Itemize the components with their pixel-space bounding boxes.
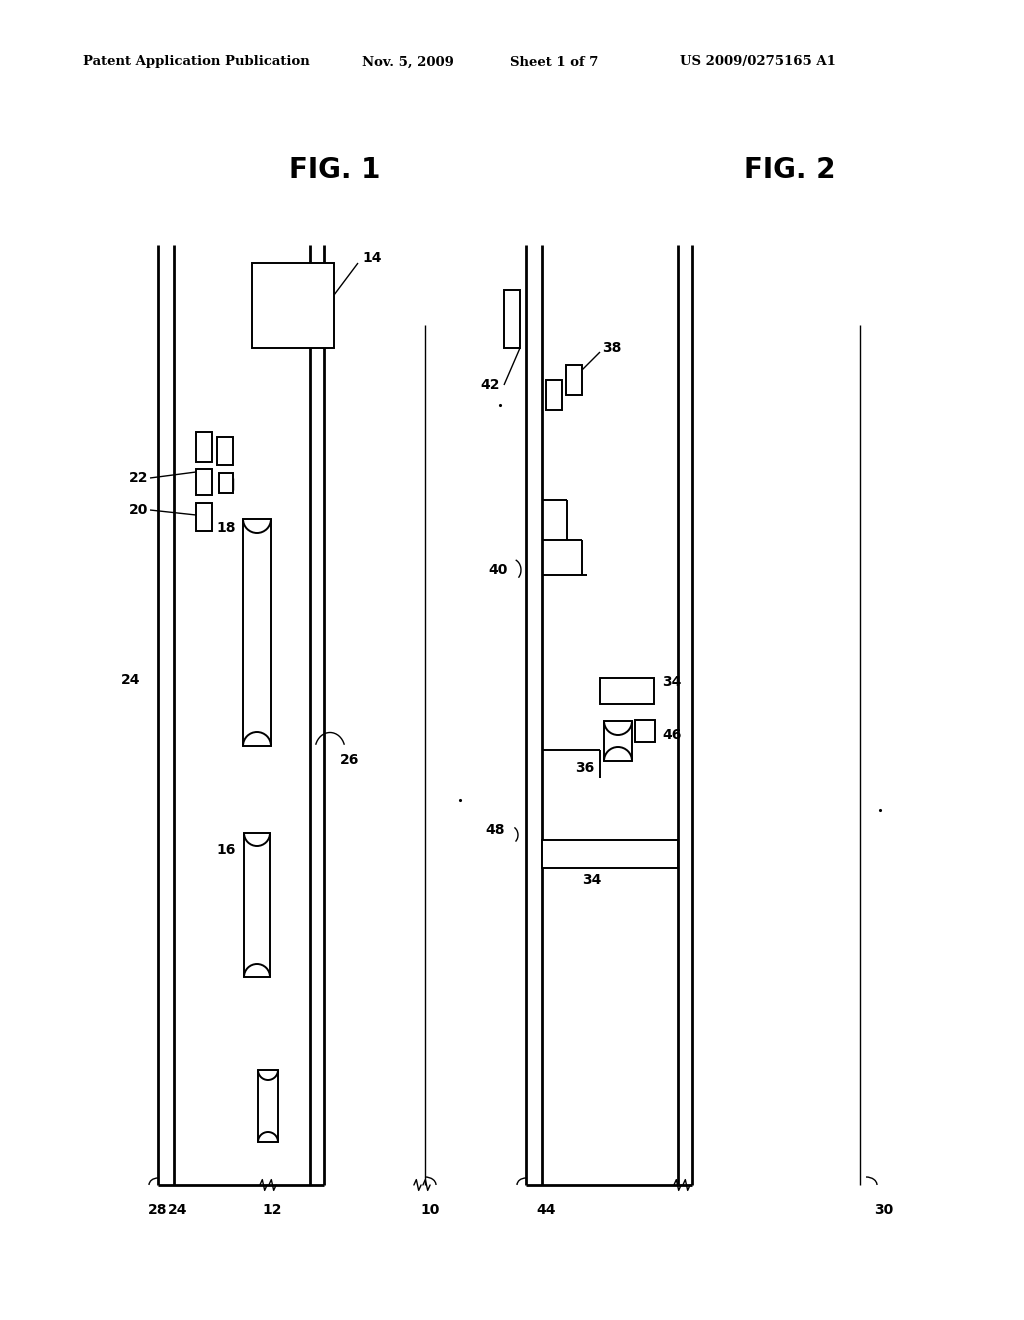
Text: 34: 34 <box>583 873 602 887</box>
Text: 36: 36 <box>575 762 594 775</box>
Text: 44: 44 <box>537 1203 556 1217</box>
Text: 12: 12 <box>262 1203 282 1217</box>
Text: 16: 16 <box>217 843 236 857</box>
Bar <box>635 719 655 742</box>
Text: 48: 48 <box>485 822 505 837</box>
Bar <box>217 437 233 465</box>
Bar <box>219 473 233 492</box>
Text: 20: 20 <box>129 503 148 517</box>
Bar <box>196 503 212 531</box>
Text: 18: 18 <box>216 521 236 535</box>
Text: Patent Application Publication: Patent Application Publication <box>83 55 309 69</box>
Bar <box>604 721 632 762</box>
Text: 26: 26 <box>340 752 359 767</box>
Text: FIG. 1: FIG. 1 <box>290 156 381 183</box>
Bar <box>566 366 582 395</box>
Text: 28: 28 <box>148 1203 168 1217</box>
Text: Nov. 5, 2009: Nov. 5, 2009 <box>362 55 454 69</box>
Bar <box>258 1071 278 1142</box>
Text: FIG. 2: FIG. 2 <box>744 156 836 183</box>
Bar <box>196 432 212 462</box>
Bar <box>244 833 270 977</box>
Text: 38: 38 <box>602 341 622 355</box>
Text: US 2009/0275165 A1: US 2009/0275165 A1 <box>680 55 836 69</box>
Text: 46: 46 <box>662 729 681 742</box>
Text: 10: 10 <box>420 1203 439 1217</box>
Text: 34: 34 <box>662 675 681 689</box>
Bar <box>252 263 334 348</box>
Text: 14: 14 <box>362 251 382 265</box>
Text: 42: 42 <box>480 378 500 392</box>
Text: 24: 24 <box>168 1203 187 1217</box>
Bar <box>196 469 212 495</box>
Text: 30: 30 <box>874 1203 893 1217</box>
Bar <box>243 519 271 746</box>
Text: 24: 24 <box>121 673 140 686</box>
Text: 40: 40 <box>488 564 508 577</box>
Bar <box>504 290 520 348</box>
Text: Sheet 1 of 7: Sheet 1 of 7 <box>510 55 598 69</box>
Bar <box>546 380 562 411</box>
Bar <box>542 840 678 869</box>
Bar <box>600 678 654 704</box>
Text: 22: 22 <box>128 471 148 484</box>
